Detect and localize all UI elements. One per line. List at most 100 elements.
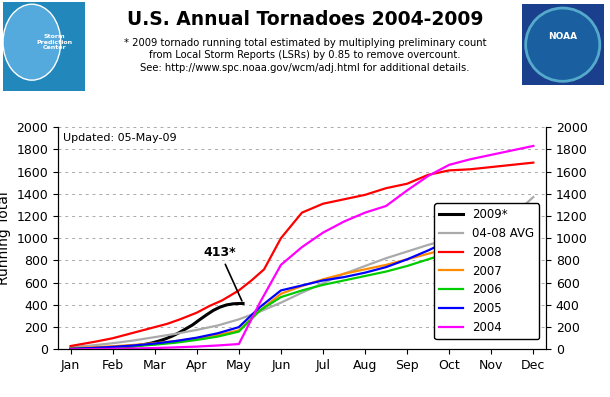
Line: 2008: 2008	[71, 163, 533, 346]
2005	[172, 339, 179, 343]
2009*	[156, 339, 163, 343]
2005	[235, 325, 243, 330]
2005	[319, 278, 326, 283]
2005	[487, 229, 495, 234]
2006	[509, 233, 516, 237]
Text: Storm
Prediction
Center: Storm Prediction Center	[36, 34, 72, 50]
2005	[509, 219, 516, 224]
2005	[467, 233, 474, 238]
2009*	[209, 308, 217, 313]
04-08 AVG	[193, 328, 201, 332]
04-08 AVG	[151, 335, 159, 339]
Line: 2005: 2005	[71, 210, 533, 349]
2004	[529, 144, 537, 148]
2007	[193, 336, 201, 341]
2006	[319, 283, 326, 287]
2006	[298, 288, 306, 293]
04-08 AVG	[130, 338, 137, 343]
2007	[172, 339, 179, 343]
2004	[235, 342, 243, 347]
2008	[445, 168, 453, 173]
2006	[467, 244, 474, 249]
2004	[88, 347, 95, 351]
2006	[403, 264, 411, 268]
2009*	[81, 347, 88, 351]
2008	[248, 278, 255, 283]
2004	[256, 300, 264, 305]
2008	[487, 165, 495, 170]
Text: See: http://www.spc.noaa.gov/wcm/adj.html for additional details.: See: http://www.spc.noaa.gov/wcm/adj.htm…	[140, 63, 470, 73]
Line: 2004: 2004	[71, 146, 533, 349]
04-08 AVG	[445, 237, 453, 242]
2008	[79, 341, 87, 346]
2007	[151, 341, 159, 346]
2004	[340, 219, 348, 224]
2006	[278, 295, 285, 299]
2006	[88, 346, 95, 351]
Text: Updated: 05-May-09: Updated: 05-May-09	[63, 133, 176, 143]
2006	[193, 337, 201, 342]
2004	[67, 347, 74, 352]
2008	[529, 160, 537, 165]
2008	[151, 325, 159, 330]
2004	[403, 188, 411, 193]
2005	[445, 238, 453, 243]
2004	[382, 204, 390, 208]
Text: U.S. Annual Tornadoes 2004-2009: U.S. Annual Tornadoes 2004-2009	[127, 10, 483, 29]
2006	[340, 278, 348, 283]
2006	[235, 329, 243, 334]
2008	[260, 267, 268, 272]
2006	[130, 344, 137, 349]
2009*	[115, 345, 122, 350]
2009*	[182, 326, 190, 331]
2007	[130, 343, 137, 347]
2006	[529, 227, 537, 232]
04-08 AVG	[88, 343, 95, 348]
2007	[214, 333, 221, 337]
2006	[425, 257, 432, 262]
2004	[298, 245, 306, 249]
2006	[214, 334, 221, 339]
2009*	[121, 345, 129, 349]
2004	[425, 173, 432, 178]
04-08 AVG	[256, 309, 264, 314]
2005	[278, 288, 285, 293]
2007	[403, 257, 411, 262]
04-08 AVG	[67, 345, 74, 349]
Line: 2006: 2006	[71, 230, 533, 349]
2009*	[223, 303, 231, 307]
2005	[88, 346, 95, 351]
2008	[278, 236, 285, 241]
2004	[130, 346, 137, 351]
2009*	[230, 301, 237, 306]
2004	[172, 345, 179, 350]
2008	[361, 193, 368, 197]
2008	[218, 298, 226, 303]
2004	[214, 343, 221, 348]
2007	[382, 262, 390, 267]
2009*	[196, 318, 203, 322]
04-08 AVG	[403, 249, 411, 254]
Text: * 2009 tornado running total estimated by multiplying preliminary count: * 2009 tornado running total estimated b…	[124, 38, 486, 48]
2008	[176, 317, 184, 322]
2009*	[108, 345, 115, 350]
Line: 04-08 AVG: 04-08 AVG	[71, 197, 533, 347]
2008	[121, 333, 129, 337]
04-08 AVG	[214, 323, 221, 328]
2005	[256, 305, 264, 310]
2007	[361, 267, 368, 272]
2009*	[239, 301, 246, 306]
2009*	[203, 312, 210, 317]
04-08 AVG	[487, 226, 495, 231]
2009*	[169, 333, 176, 338]
2008	[319, 201, 326, 206]
Text: NOAA: NOAA	[548, 32, 577, 41]
2007	[467, 240, 474, 245]
Legend: 2009*, 04-08 AVG, 2008, 2007, 2006, 2005, 2004: 2009*, 04-08 AVG, 2008, 2007, 2006, 2005…	[434, 203, 539, 339]
2005	[151, 341, 159, 346]
Text: 413*: 413*	[204, 246, 242, 301]
2005	[529, 208, 537, 212]
2007	[445, 246, 453, 251]
2005	[214, 331, 221, 335]
2004	[467, 157, 474, 162]
